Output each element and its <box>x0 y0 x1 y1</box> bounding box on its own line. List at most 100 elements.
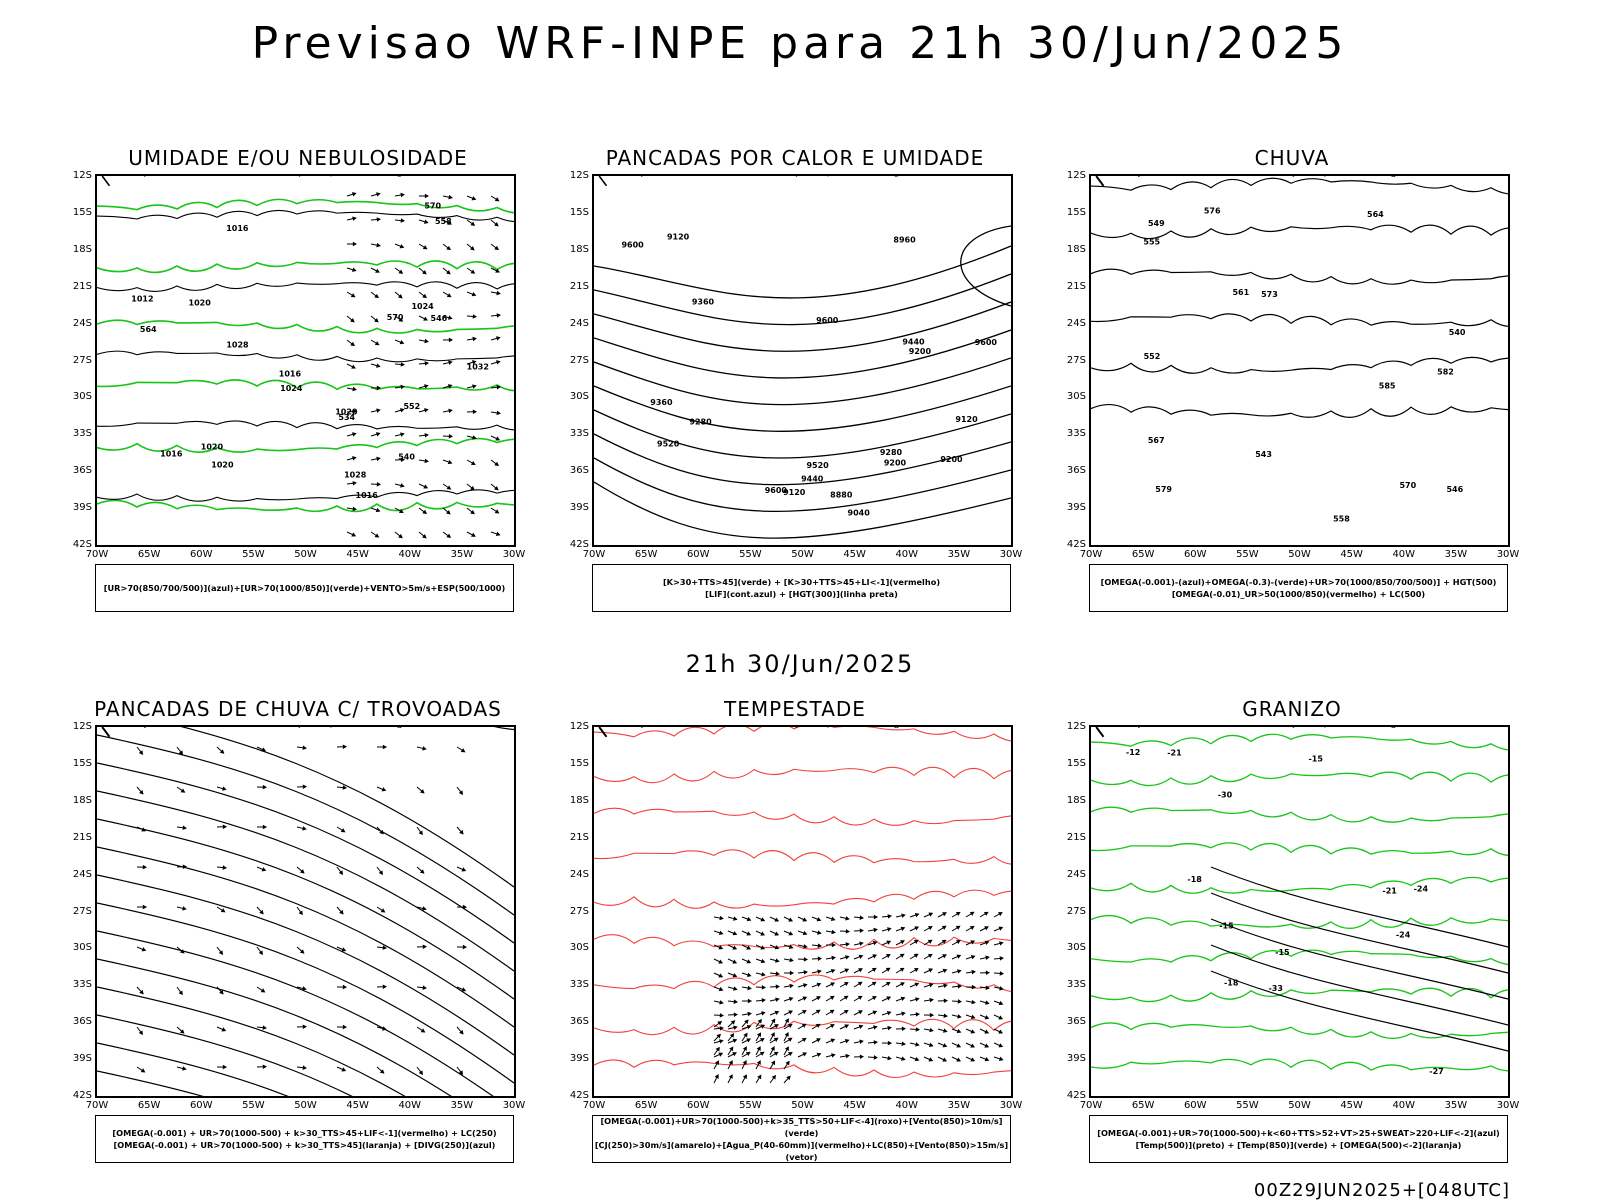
contour-label: 9600 <box>975 338 998 347</box>
contour-label: 558 <box>435 217 452 226</box>
lon-tick-label: 45W <box>1340 1100 1363 1111</box>
legend-line: [OMEGA(-0.001)+UR>70(1000-500)+k>35_TTS>… <box>593 1115 1010 1139</box>
lon-tick-label: 55W <box>739 1100 762 1111</box>
contour-label: 1028 <box>226 340 249 349</box>
panel-legend: [OMEGA(-0.001)+UR>70(1000-500)+k>35_TTS>… <box>592 1115 1011 1163</box>
contour-label: -15 <box>1219 922 1234 931</box>
contour-label: 534 <box>338 413 355 422</box>
lon-tick-label: 50W <box>294 549 317 560</box>
panel-title: PANCADAS DE CHUVA C/ TROVOADAS <box>58 697 538 721</box>
lat-tick-label: 24S <box>58 318 92 329</box>
legend-line: [OMEGA(-0.001)-(azul)+OMEGA(-0.3)-(verde… <box>1090 576 1507 588</box>
lat-tick-label: 12S <box>58 170 92 181</box>
legend-line: [OMEGA(-0.001)+UR>70(1000-500)+k<60+TTS>… <box>1090 1127 1507 1139</box>
legend-line: [CJ(250)>30m/s](amarelo)+[Agua_P(40-60mm… <box>593 1139 1010 1163</box>
lat-tick-label: 36S <box>58 465 92 476</box>
panel-title: PANCADAS POR CALOR E UMIDADE <box>555 146 1035 170</box>
contour-label: -21 <box>1382 886 1397 895</box>
lon-tick-label: 65W <box>635 549 658 560</box>
lat-tick-label: 39S <box>1052 1053 1086 1064</box>
contour-label: 576 <box>1204 206 1221 215</box>
lon-tick-label: 55W <box>242 549 265 560</box>
contour-label: 567 <box>1148 436 1165 445</box>
contour-label: -18 <box>1224 978 1239 987</box>
contour-label: -24 <box>1396 930 1411 939</box>
lat-tick-label: 33S <box>555 979 589 990</box>
lon-tick-label: 50W <box>791 1100 814 1111</box>
lon-tick-label: 70W <box>583 1100 606 1111</box>
contour-label: 9200 <box>940 455 963 464</box>
contour-label: 573 <box>1261 290 1278 299</box>
panel-title: CHUVA <box>1052 146 1532 170</box>
lat-tick-label: 27S <box>58 906 92 917</box>
lon-tick-label: 50W <box>1288 1100 1311 1111</box>
lat-tick-label: 21S <box>58 281 92 292</box>
lat-tick-label: 33S <box>58 979 92 990</box>
panel-title: TEMPESTADE <box>555 697 1035 721</box>
legend-line: [Temp(500)](preto) + [Temp(850)](verde) … <box>1090 1139 1507 1151</box>
contour-label: 1016 <box>356 491 379 500</box>
lon-tick-label: 40W <box>895 549 918 560</box>
valid-time-title: 21h 30/Jun/2025 <box>0 650 1600 678</box>
contour-label: 570 <box>424 202 441 211</box>
main-title: Previsao WRF-INPE para 21h 30/Jun/2025 <box>0 18 1600 69</box>
panel-legend: [OMEGA(-0.001) + UR>70(1000-500) + k>30_… <box>95 1115 514 1163</box>
contour-label: -15 <box>1275 948 1290 957</box>
lat-tick-label: 36S <box>555 1016 589 1027</box>
lat-tick-label: 24S <box>1052 869 1086 880</box>
panel-legend: [K>30+TTS>45](verde) + [K>30+TTS>45+LI<-… <box>592 564 1011 612</box>
contour-label: 552 <box>1144 352 1161 361</box>
lon-tick-label: 35W <box>948 549 971 560</box>
lat-tick-label: 33S <box>555 428 589 439</box>
lon-tick-label: 65W <box>138 1100 161 1111</box>
contour-label: 1016 <box>226 224 249 233</box>
lon-tick-label: 30W <box>503 1100 526 1111</box>
lat-tick-label: 18S <box>555 795 589 806</box>
contour-label: -33 <box>1268 984 1282 993</box>
lon-tick-label: 40W <box>1392 549 1415 560</box>
contour-label: 1016 <box>160 450 183 459</box>
lon-tick-label: 45W <box>1340 549 1363 560</box>
contour-label: 9600 <box>621 241 644 250</box>
lon-tick-label: 40W <box>398 1100 421 1111</box>
lat-tick-label: 15S <box>1052 207 1086 218</box>
contour-label: -18 <box>1187 875 1202 884</box>
contour-label: 9600 <box>816 316 839 325</box>
contour-label: 570 <box>387 313 404 322</box>
lon-tick-label: 45W <box>843 549 866 560</box>
map-area <box>95 725 516 1098</box>
lon-tick-label: 60W <box>190 1100 213 1111</box>
lat-tick-label: 27S <box>1052 355 1086 366</box>
lon-tick-label: 35W <box>1445 1100 1468 1111</box>
legend-line: [OMEGA(-0.01)_UR>50(1000/850)(vermelho) … <box>1090 588 1507 600</box>
lon-tick-label: 30W <box>1000 1100 1023 1111</box>
contour-label: 9120 <box>667 233 690 242</box>
lat-tick-label: 39S <box>58 502 92 513</box>
contour-label: -24 <box>1414 885 1429 894</box>
lon-tick-label: 65W <box>138 549 161 560</box>
contour-label: 1016 <box>279 370 302 379</box>
lat-tick-label: 24S <box>58 869 92 880</box>
contour-label: 1020 <box>189 298 212 307</box>
contour-label: 549 <box>1148 219 1165 228</box>
contour-label: 9520 <box>657 440 680 449</box>
lon-tick-label: 55W <box>242 1100 265 1111</box>
lat-tick-label: 36S <box>1052 465 1086 476</box>
lon-tick-label: 30W <box>1497 1100 1520 1111</box>
lat-tick-label: 27S <box>555 906 589 917</box>
panel-legend: [OMEGA(-0.001)+UR>70(1000-500)+k<60+TTS>… <box>1089 1115 1508 1163</box>
contour-label: -27 <box>1429 1067 1443 1076</box>
contour-label: 1020 <box>201 443 224 452</box>
lat-tick-label: 18S <box>58 244 92 255</box>
panel-legend: [UR>70(850/700/500)](azul)+[UR>70(1000/8… <box>95 564 514 612</box>
contour-label: 8880 <box>830 490 853 499</box>
lon-tick-label: 45W <box>346 549 369 560</box>
lat-tick-label: 18S <box>1052 244 1086 255</box>
lon-tick-label: 70W <box>86 549 109 560</box>
lat-tick-label: 12S <box>555 170 589 181</box>
